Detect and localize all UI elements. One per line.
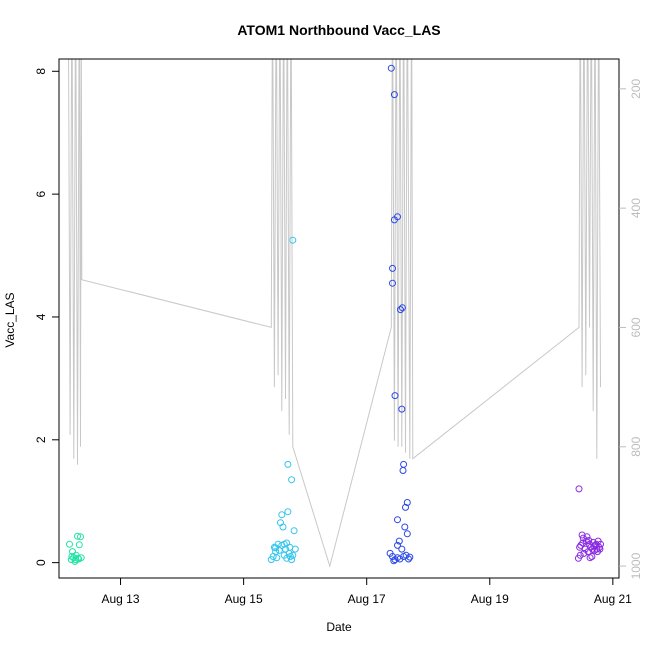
data-point bbox=[398, 405, 406, 413]
y-tick-label: 6 bbox=[34, 190, 48, 197]
data-point bbox=[403, 530, 411, 538]
x-axis-label: Date bbox=[326, 620, 352, 634]
data-point bbox=[576, 551, 584, 559]
chart-title: ATOM1 Northbound Vacc_LAS bbox=[237, 22, 440, 38]
x-tick-label: Aug 15 bbox=[225, 592, 263, 606]
data-point bbox=[578, 531, 586, 539]
data-point bbox=[597, 540, 604, 548]
plot-frame bbox=[58, 58, 620, 579]
y-tick-label: 4 bbox=[34, 313, 48, 320]
data-point bbox=[592, 540, 600, 548]
right-tick-label: 400 bbox=[629, 198, 643, 218]
data-point bbox=[394, 516, 401, 524]
data-point bbox=[401, 523, 409, 531]
data-point bbox=[390, 91, 398, 99]
data-point bbox=[403, 499, 411, 506]
data-point bbox=[288, 476, 296, 484]
data-point bbox=[585, 537, 593, 544]
series-4 bbox=[574, 485, 604, 562]
data-point bbox=[284, 508, 292, 516]
y-tick-label: 0 bbox=[34, 559, 48, 566]
scatter-points-layer bbox=[66, 64, 604, 565]
data-point bbox=[66, 540, 73, 548]
right-tick-label: 1000 bbox=[629, 552, 643, 579]
data-point bbox=[74, 532, 81, 540]
data-point bbox=[399, 467, 407, 474]
data-point bbox=[580, 549, 588, 557]
right-tick-label: 600 bbox=[629, 317, 643, 337]
data-point bbox=[398, 304, 406, 312]
data-point bbox=[68, 553, 76, 560]
data-point bbox=[289, 236, 297, 244]
data-point bbox=[588, 553, 596, 560]
series-3 bbox=[386, 64, 414, 565]
data-point bbox=[394, 213, 401, 221]
axes-layer: 0 2 4 6 8 Aug 13 Aug 15 Aug 17 Aug 19 Aug 21 200 40… bbox=[34, 58, 643, 606]
data-point bbox=[74, 554, 82, 562]
data-point bbox=[397, 306, 404, 314]
data-point bbox=[394, 541, 401, 549]
right-tick-label: 800 bbox=[629, 436, 643, 456]
data-point bbox=[389, 264, 396, 272]
y-tick-label: 8 bbox=[34, 68, 48, 75]
x-tick-label: Aug 13 bbox=[102, 592, 140, 606]
data-point bbox=[575, 485, 583, 493]
data-point bbox=[288, 556, 296, 564]
x-tick-label: Aug 21 bbox=[594, 592, 632, 606]
x-tick-label: Aug 17 bbox=[348, 592, 386, 606]
data-point bbox=[391, 392, 399, 400]
data-point bbox=[279, 523, 287, 531]
data-point bbox=[70, 554, 78, 562]
data-point bbox=[402, 551, 410, 559]
y-tick-label: 2 bbox=[34, 436, 48, 443]
data-point bbox=[278, 511, 286, 519]
data-point bbox=[596, 545, 604, 553]
data-point bbox=[589, 545, 596, 553]
y-axis-label: Vacc_LAS bbox=[3, 292, 17, 347]
data-point bbox=[389, 279, 396, 287]
data-point bbox=[273, 554, 281, 562]
series-2 bbox=[267, 236, 299, 564]
data-point bbox=[289, 551, 297, 559]
data-point bbox=[272, 544, 280, 552]
data-point bbox=[395, 537, 403, 545]
data-point bbox=[390, 557, 398, 565]
data-point bbox=[405, 555, 412, 563]
data-point bbox=[576, 543, 584, 551]
x-tick-label: Aug 19 bbox=[471, 592, 509, 606]
data-point bbox=[406, 553, 414, 561]
data-point bbox=[402, 503, 409, 511]
data-point bbox=[77, 533, 84, 541]
series-1 bbox=[66, 532, 85, 565]
data-point bbox=[387, 64, 395, 72]
data-point bbox=[586, 554, 594, 562]
data-point bbox=[283, 554, 291, 562]
data-point bbox=[398, 545, 406, 553]
depth-line-layer bbox=[68, 59, 601, 568]
data-point bbox=[75, 541, 83, 549]
data-point bbox=[286, 543, 294, 551]
data-point bbox=[280, 540, 288, 548]
data-point bbox=[284, 460, 292, 468]
data-point bbox=[290, 527, 298, 535]
right-tick-label: 200 bbox=[629, 78, 643, 98]
data-point bbox=[583, 533, 591, 541]
data-point bbox=[400, 460, 408, 468]
depth-line bbox=[68, 59, 601, 568]
